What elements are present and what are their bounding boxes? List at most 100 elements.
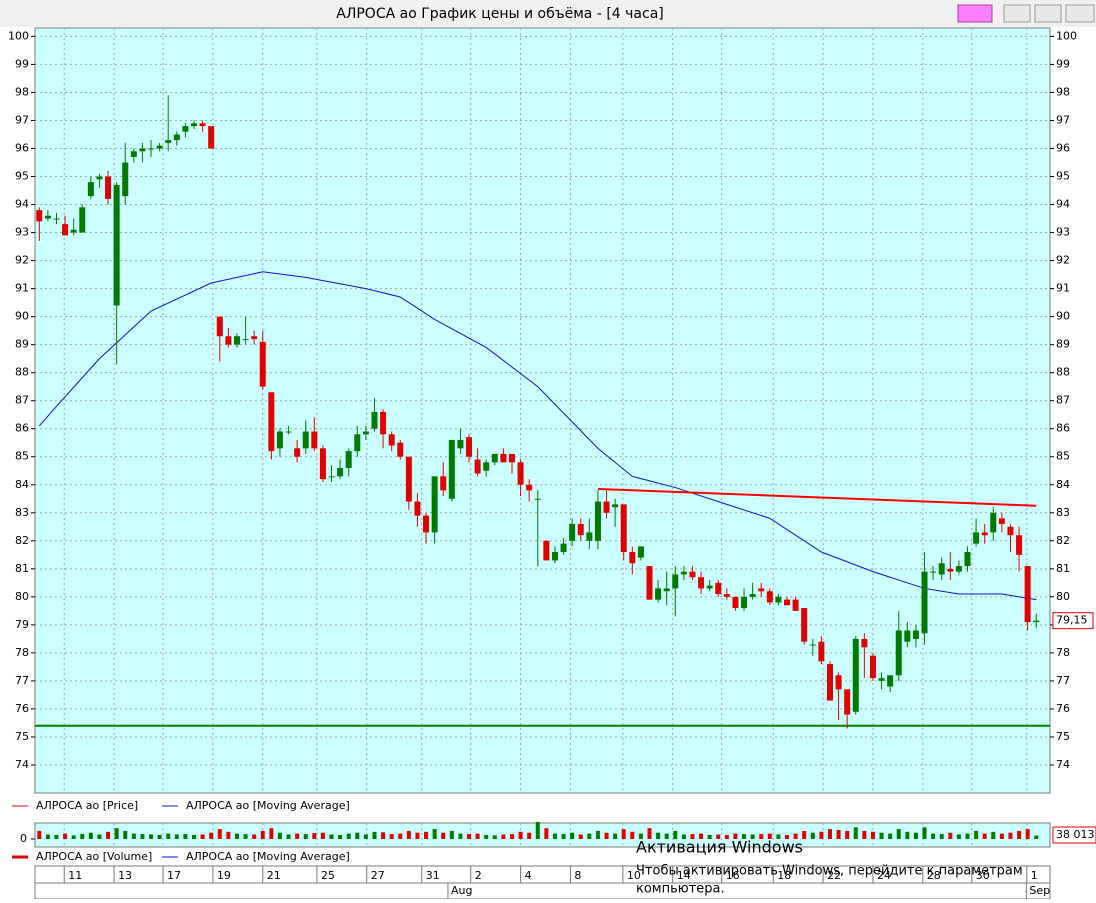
volume-bar (595, 830, 600, 839)
volume-bar (458, 833, 463, 839)
y-tick-label: 81 (1056, 562, 1070, 575)
volume-bar (742, 834, 747, 839)
candle-body (826, 664, 833, 701)
candle-body (930, 571, 937, 573)
y-tick-label: 90 (15, 310, 29, 323)
volume-bar (527, 832, 532, 839)
candle-body (448, 439, 455, 499)
volume-bar (329, 834, 334, 839)
candle-body (466, 437, 473, 457)
last-price-box (1052, 612, 1094, 630)
volume-bar (716, 834, 721, 839)
y-tick-label: 84 (15, 478, 29, 491)
candle-body (79, 207, 86, 233)
candle-body (225, 336, 232, 345)
link-button[interactable] (957, 4, 993, 23)
candle-body (758, 588, 765, 592)
x-tick-label: 13 (118, 869, 132, 882)
volume-bar (97, 834, 102, 839)
candle-body (775, 596, 782, 603)
volume-bar (810, 832, 815, 839)
candle-body (302, 431, 309, 449)
volume-bar (587, 833, 592, 839)
candle-body (130, 151, 137, 157)
volume-bar (415, 832, 420, 839)
y-tick-label: 82 (1056, 534, 1070, 547)
candle-body (242, 339, 249, 341)
candle-body (663, 588, 670, 592)
volume-bar (269, 828, 274, 839)
volume-bar (260, 830, 265, 839)
candle-body (53, 218, 60, 220)
candle-body (105, 176, 112, 199)
volume-bar (776, 834, 781, 839)
candle-body (912, 630, 919, 639)
y-tick-label: 84 (1056, 478, 1070, 491)
candle-body (276, 431, 283, 449)
candle-body (483, 462, 490, 471)
volume-bar (561, 834, 566, 839)
volume-bar (853, 827, 858, 839)
y-tick-label: 87 (1056, 394, 1070, 407)
volume-bar (432, 829, 437, 839)
close-button[interactable] (1065, 4, 1095, 23)
candle-body (612, 504, 619, 508)
volume-bar (991, 831, 996, 839)
candle-body (414, 501, 421, 516)
volume-bar (166, 833, 171, 839)
y-tick-label: 94 (1056, 198, 1070, 211)
volume-bar (570, 832, 575, 839)
volume-bar (312, 833, 317, 839)
volume-bar (518, 831, 523, 839)
volume-bar (896, 829, 901, 839)
volume-bar (88, 832, 93, 839)
maximize-button[interactable] (1034, 4, 1062, 23)
x-tick-label: 27 (371, 869, 385, 882)
y-tick-label: 80 (15, 590, 29, 603)
candle-body (543, 540, 550, 561)
candle-body (869, 655, 876, 679)
volume-bar (974, 830, 979, 839)
y-tick-label: 79 (15, 618, 29, 631)
volume-bar (252, 834, 257, 839)
y-tick-label: 78 (15, 646, 29, 659)
x-tick-label: 18 (777, 869, 791, 882)
candle-body (388, 434, 395, 446)
y-tick-label: 90 (1056, 310, 1070, 323)
candle-body (672, 574, 679, 589)
volume-bar (346, 833, 351, 839)
candle-body (182, 126, 189, 132)
candle-body (861, 638, 868, 648)
y-tick-label: 83 (1056, 506, 1070, 519)
volume-bar (441, 832, 446, 839)
y-tick-label: 75 (1056, 730, 1070, 743)
candle-body (397, 442, 404, 457)
candle-body (87, 182, 94, 197)
y-tick-label: 74 (15, 758, 29, 771)
x-tick-label: 24 (877, 869, 891, 882)
candle-body (500, 453, 507, 463)
volume-bar (948, 832, 953, 839)
candle-body (345, 451, 352, 468)
volume-bar (544, 828, 549, 839)
y-tick-label: 99 (15, 57, 29, 70)
candle-body (36, 210, 43, 222)
volume-bar (467, 834, 472, 839)
candle-body (844, 689, 851, 715)
volume-bar (45, 834, 50, 839)
volume-bar (71, 835, 76, 839)
y-tick-label: 81 (15, 562, 29, 575)
candle-body (629, 552, 636, 564)
candle-body (268, 392, 275, 452)
y-tick-label: 86 (15, 422, 29, 435)
candle-body (405, 456, 412, 502)
candle-body (560, 543, 567, 553)
candle-body (818, 641, 825, 662)
candle-body (96, 176, 103, 180)
volume-bar (1034, 835, 1039, 839)
minimize-button[interactable] (1003, 4, 1031, 23)
candle-body (294, 448, 301, 457)
candle-body (113, 184, 120, 306)
candle-body (44, 215, 51, 219)
